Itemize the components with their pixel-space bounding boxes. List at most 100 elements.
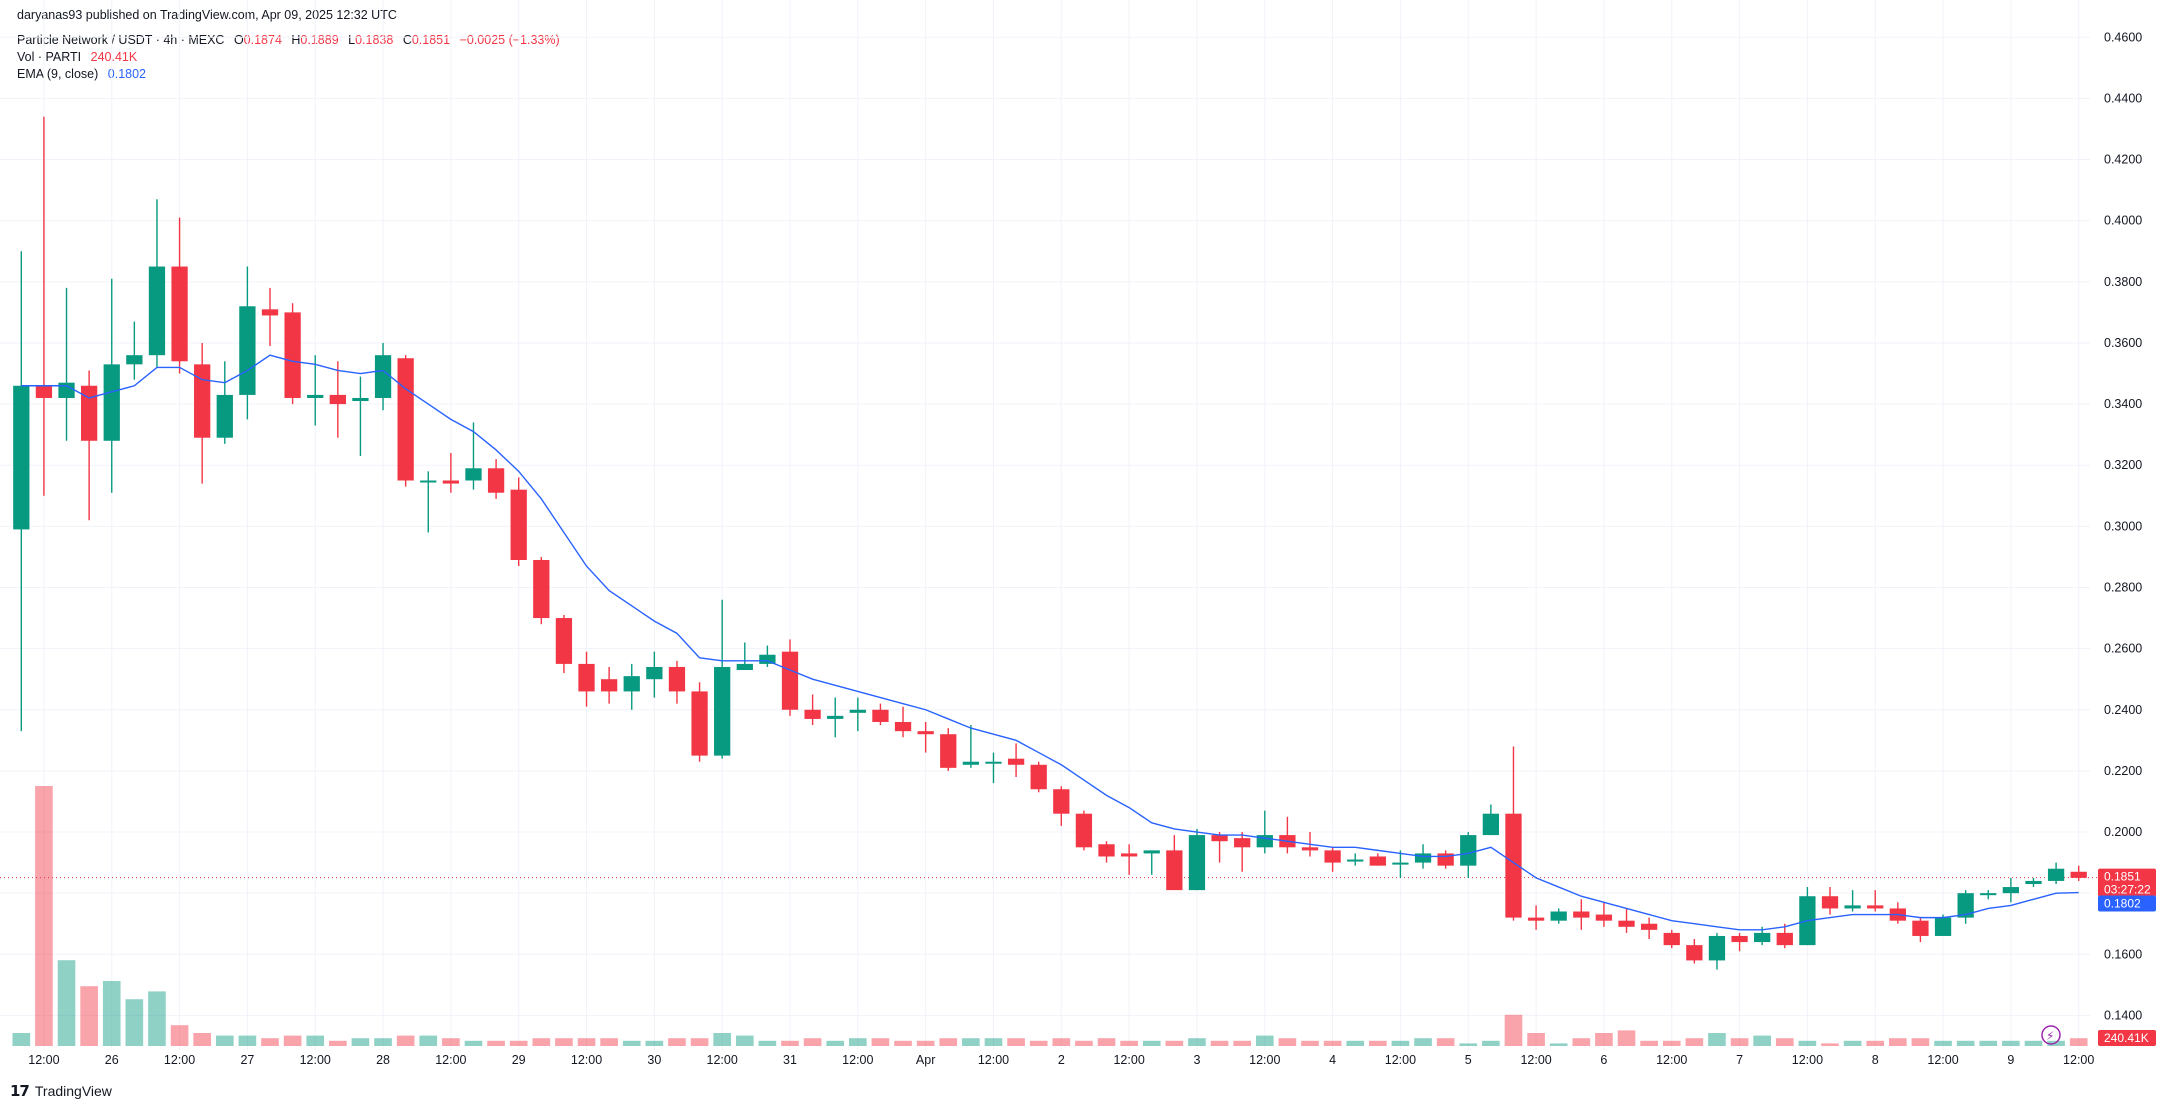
volume-bar	[781, 1040, 799, 1046]
ema-line	[21, 354, 2079, 931]
candle-body	[804, 709, 821, 719]
candle-body	[1663, 932, 1680, 946]
tradingview-logo[interactable]: 𝟭𝟳 TradingView	[10, 1082, 112, 1100]
candle-body	[1912, 920, 1929, 936]
volume-bar	[1843, 1040, 1862, 1046]
volume-bar	[1685, 1038, 1704, 1046]
candle-body	[171, 266, 188, 362]
candle-body	[691, 691, 708, 756]
y-tick-label: 0.3400	[2104, 397, 2142, 411]
y-tick-label: 0.3600	[2104, 336, 2142, 350]
y-tick-label: 0.4600	[2104, 30, 2142, 44]
volume-bar	[713, 1033, 731, 1046]
candle-body	[487, 468, 505, 493]
candle-body	[2025, 880, 2042, 884]
candle-body	[600, 679, 618, 692]
x-tick-label: 12:00	[571, 1053, 602, 1067]
volume-bar	[1097, 1038, 1116, 1046]
volume-bar	[1436, 1038, 1455, 1046]
x-tick-label: 12:00	[1520, 1053, 1551, 1067]
y-tick-label: 0.2600	[2104, 642, 2142, 656]
candle-body	[103, 364, 120, 441]
volume-bar	[962, 1038, 980, 1046]
volume-bar	[374, 1038, 392, 1046]
candle-body	[374, 355, 392, 398]
volume-bar	[1233, 1040, 1251, 1046]
candle-body	[510, 489, 527, 560]
candle-body	[1686, 945, 1703, 961]
candle-body	[216, 394, 233, 438]
y-tick-label: 0.2000	[2104, 825, 2142, 839]
volume-bar	[690, 1038, 709, 1046]
x-tick-label: 12:00	[1792, 1053, 1823, 1067]
candle-body	[1188, 835, 1206, 891]
candle-body	[1098, 844, 1115, 857]
candle-body	[736, 663, 753, 671]
volume-bar	[2002, 1040, 2020, 1046]
candle-body	[194, 364, 211, 438]
candle-body	[962, 761, 980, 765]
candle-body	[1957, 893, 1974, 918]
volume-bar	[849, 1038, 867, 1046]
x-tick-label: 6	[1600, 1053, 1607, 1067]
volume-bar	[1753, 1035, 1771, 1046]
volume-bar	[1934, 1040, 1952, 1046]
volume-bar	[1889, 1038, 1907, 1046]
tv-logo-icon: 𝟭𝟳	[10, 1083, 30, 1100]
candle-body	[1595, 914, 1613, 921]
candle-body	[420, 480, 437, 483]
volume-bar	[329, 1040, 347, 1046]
x-tick-label: 12:00	[435, 1053, 466, 1067]
x-tick-label: 12:00	[1656, 1053, 1687, 1067]
x-tick-label: 28	[376, 1053, 390, 1067]
candle-body	[1166, 850, 1183, 891]
volume-bar	[1572, 1038, 1591, 1046]
candle-body	[1708, 935, 1726, 961]
volume-bar	[803, 1038, 822, 1046]
candle-body	[1369, 856, 1386, 866]
close-value: C0.1851	[402, 33, 451, 47]
candle-body	[1460, 835, 1477, 866]
volume-bar	[148, 991, 166, 1046]
x-tick-label: 12:00	[2063, 1053, 2094, 1067]
x-tick-label: 12:00	[1113, 1053, 1144, 1067]
volume-bar	[306, 1035, 325, 1046]
volume-bar	[758, 1040, 777, 1046]
candle-body	[1007, 758, 1025, 765]
candle-body	[1731, 935, 1748, 943]
candle-body	[261, 309, 279, 316]
volume-bar	[464, 1040, 483, 1046]
volume-bar	[351, 1038, 370, 1046]
candle-body	[533, 559, 550, 619]
volume-bar	[1549, 1043, 1568, 1046]
volume-bar	[871, 1038, 890, 1046]
volume-bar	[1255, 1035, 1274, 1046]
x-tick-label: 12:00	[842, 1053, 873, 1067]
volume-bar	[532, 1038, 551, 1046]
volume-bar	[1798, 1040, 1817, 1046]
candle-body	[555, 618, 573, 664]
volume-bar	[916, 1040, 935, 1046]
candle-body	[1120, 853, 1138, 857]
volume-bar	[2024, 1040, 2043, 1046]
volume-bar	[1165, 1040, 1184, 1046]
volume-bar	[1346, 1040, 1365, 1046]
candle-body	[1934, 917, 1952, 936]
volume-legend[interactable]: Vol · PARTI 240.41K	[17, 50, 137, 64]
volume-bar	[1617, 1030, 1636, 1046]
ema-legend-value: 0.1802	[107, 67, 146, 81]
x-tick-label: 12:00	[1927, 1053, 1958, 1067]
volume-bar	[1459, 1043, 1478, 1046]
volume-bar	[1142, 1040, 1161, 1046]
y-tick-label: 0.4200	[2104, 153, 2142, 167]
candle-body	[1211, 835, 1228, 842]
candle-body	[1821, 896, 1839, 909]
volume-bar	[2069, 1038, 2088, 1046]
ema-legend[interactable]: EMA (9, close) 0.1802	[17, 67, 146, 81]
symbol-title[interactable]: Particle Network / USDT · 4h · MEXC	[17, 33, 225, 47]
x-tick-label: 29	[512, 1053, 526, 1067]
ema-price-label-text: 0.1802	[2104, 897, 2141, 911]
current-price-label-bg	[2098, 868, 2156, 897]
candle-body	[1618, 920, 1635, 927]
